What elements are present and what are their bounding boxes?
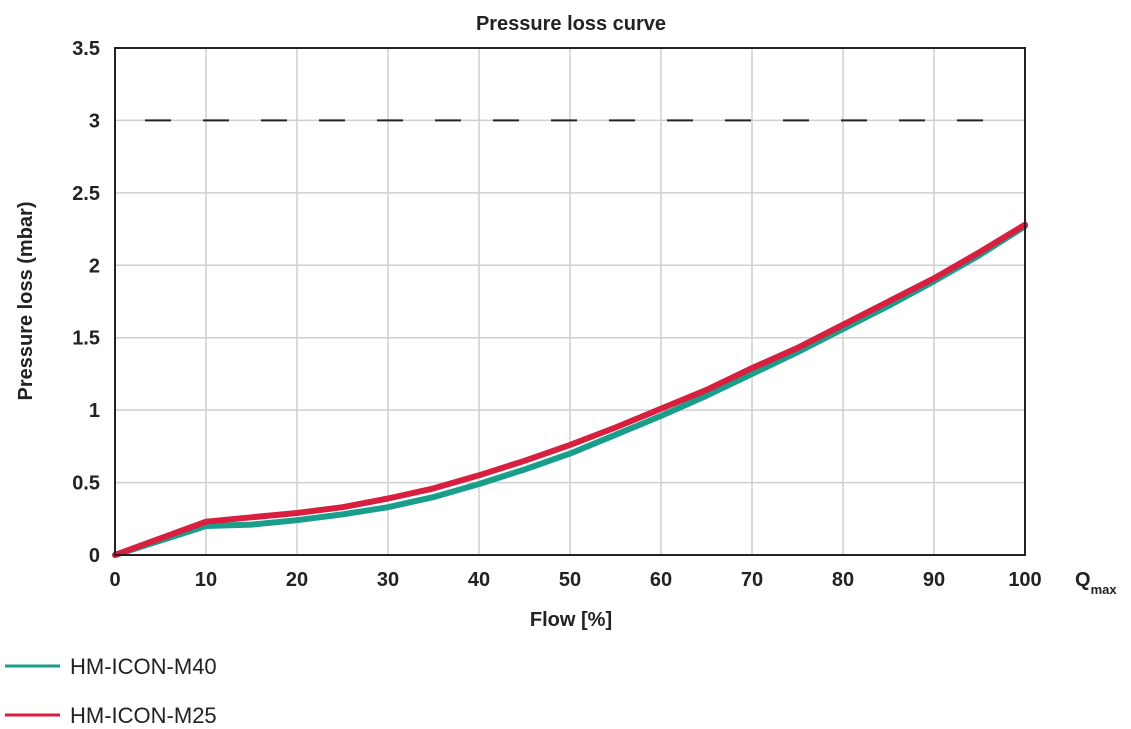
x-axis-end-label: Qmax [1075, 569, 1117, 597]
y-tick-label-3: 1.5 [72, 328, 100, 350]
x-tick-labels: 0 10 20 30 40 50 60 70 80 90 100 [109, 569, 1041, 591]
x-axis-end-label-main: Q [1075, 569, 1091, 591]
y-tick-label-2: 1 [89, 400, 100, 422]
y-tick-label-7: 3.5 [72, 38, 100, 60]
x-axis-end-label-sub: max [1091, 582, 1118, 597]
x-axis-label: Flow [%] [530, 609, 612, 631]
series-line-1 [112, 221, 1028, 558]
legend-label-m40: HM-ICON-M40 [70, 654, 217, 679]
x-tick-label-8: 80 [832, 569, 854, 591]
y-tick-label-1: 0.5 [72, 473, 100, 495]
x-tick-label-7: 70 [741, 569, 763, 591]
legend-label-m25: HM-ICON-M25 [70, 703, 217, 728]
plot-frame [114, 47, 1026, 556]
legend-item-m40: HM-ICON-M40 [5, 654, 217, 679]
y-tick-label-6: 3 [89, 110, 100, 132]
series-layer [112, 221, 1028, 558]
y-tick-label-0: 0 [89, 545, 100, 567]
x-tick-label-2: 20 [286, 569, 308, 591]
x-tick-label-10: 100 [1008, 569, 1041, 591]
y-tick-labels: 0 0.5 1 1.5 2 2.5 3 3.5 [72, 38, 100, 567]
y-tick-label-5: 2.5 [72, 183, 100, 205]
x-tick-label-5: 50 [559, 569, 581, 591]
x-tick-label-6: 60 [650, 569, 672, 591]
series-line-0 [112, 223, 1028, 558]
legend: HM-ICON-M40 HM-ICON-M25 [5, 654, 217, 728]
x-tick-label-4: 40 [468, 569, 490, 591]
y-tick-label-4: 2 [89, 255, 100, 277]
x-tick-label-1: 10 [195, 569, 217, 591]
x-tick-label-0: 0 [109, 569, 120, 591]
x-tick-label-9: 90 [923, 569, 945, 591]
legend-item-m25: HM-ICON-M25 [5, 703, 217, 728]
chart-title: Pressure loss curve [476, 13, 666, 35]
y-axis-label: Pressure loss (mbar) [15, 202, 37, 401]
x-tick-label-3: 30 [377, 569, 399, 591]
